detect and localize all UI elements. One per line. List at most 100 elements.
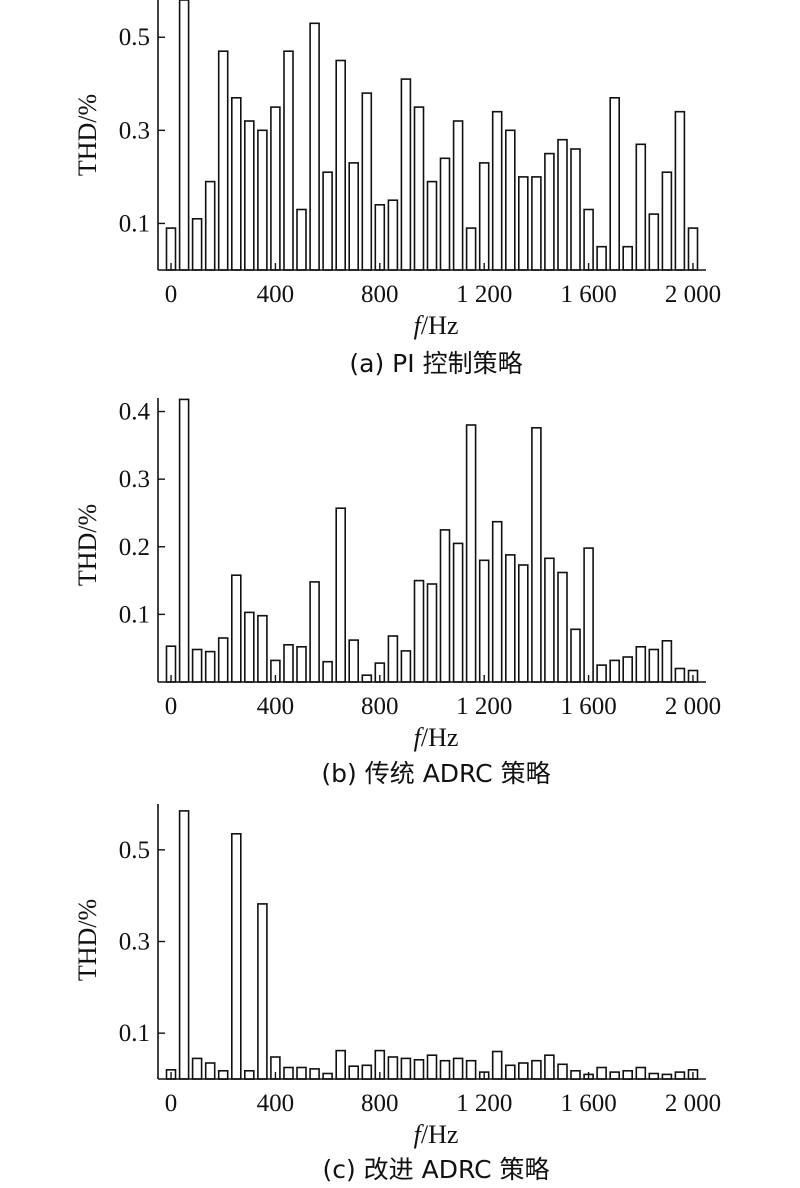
bar <box>622 245 634 271</box>
x-tick-label: 800 <box>361 693 399 720</box>
bar <box>322 660 333 683</box>
bar <box>622 1070 634 1080</box>
bar <box>570 1070 581 1080</box>
bar <box>309 581 320 683</box>
bar <box>544 152 555 271</box>
panel-caption: (a) PI 控制策略 <box>349 349 522 378</box>
bar <box>531 176 542 271</box>
bar <box>426 180 438 271</box>
bar <box>296 208 307 271</box>
bar <box>204 180 216 271</box>
bar <box>426 583 438 683</box>
x-tick-label: 400 <box>257 281 295 308</box>
x-tick-label: 400 <box>257 1090 295 1117</box>
bar <box>257 129 268 271</box>
bar <box>217 1070 229 1080</box>
bar <box>244 611 255 683</box>
bar <box>217 50 229 271</box>
bar <box>361 674 373 683</box>
bar <box>283 50 294 271</box>
bar <box>491 1050 503 1080</box>
bar <box>570 628 581 683</box>
bar <box>465 227 477 271</box>
bar <box>609 97 621 271</box>
x-axis-title-unit: /Hz <box>421 723 459 752</box>
x-tick-label: 2 000 <box>665 1090 721 1117</box>
bar <box>335 59 347 271</box>
bar <box>635 645 647 683</box>
bar <box>387 199 399 271</box>
bar <box>583 547 594 683</box>
chart-panel-2: 0.1 0.2 0.3 0.4 0 400 800 1 200 1 600 2 000 THD/% f… <box>73 398 721 788</box>
bar <box>283 1066 294 1080</box>
bar <box>361 1064 373 1080</box>
bar <box>231 574 242 683</box>
bar <box>348 1065 360 1080</box>
x-axis-title-unit: /Hz <box>421 311 459 340</box>
bar <box>465 424 477 683</box>
panel-caption: (b) 传统 ADRC 策略 <box>321 759 550 788</box>
bar <box>622 656 634 683</box>
x-tick-label: 0 <box>165 693 178 720</box>
bar <box>257 903 268 1080</box>
bar <box>661 171 673 271</box>
bar <box>609 659 621 683</box>
x-tick-label: 800 <box>361 1090 399 1117</box>
x-tick-label: 0 <box>165 1090 178 1117</box>
bar <box>231 97 242 271</box>
bar <box>648 213 660 271</box>
bar <box>400 78 412 271</box>
bar <box>178 398 190 683</box>
bar <box>283 643 294 683</box>
bar <box>557 138 568 271</box>
bar <box>335 1049 347 1080</box>
panel-caption: (c) 改进 ADRC 策略 <box>322 1155 549 1184</box>
bar <box>231 832 242 1080</box>
y-axis-title: THD/% <box>73 94 102 176</box>
x-axis-title: f/Hz <box>414 1120 459 1149</box>
bar <box>439 529 451 683</box>
bar <box>426 1054 438 1080</box>
bar <box>452 1057 464 1080</box>
bar <box>661 639 673 683</box>
bar <box>648 648 660 683</box>
bar <box>309 1068 320 1080</box>
bar <box>648 1072 660 1080</box>
bar <box>244 120 255 271</box>
bar <box>674 667 686 683</box>
bar <box>204 650 216 683</box>
bar <box>335 507 347 683</box>
bar <box>452 542 464 683</box>
bar <box>504 554 516 683</box>
chart-panel-3: 0.1 0.3 0.5 0 400 800 1 200 1 600 2 000 THD/% f/Hz… <box>73 804 721 1184</box>
bar <box>517 176 529 271</box>
bar <box>491 520 503 683</box>
bar <box>217 637 229 683</box>
bar <box>348 639 360 683</box>
bar <box>191 648 203 683</box>
bar <box>178 810 190 1080</box>
x-tick-label: 800 <box>361 281 399 308</box>
bar <box>544 1054 555 1080</box>
bar <box>504 129 516 271</box>
y-tick-label: 0.1 <box>119 210 150 237</box>
x-axis-title-symbol: f <box>414 311 425 340</box>
bar <box>674 1071 686 1080</box>
bar <box>491 110 503 271</box>
bar <box>583 208 594 271</box>
x-tick-label: 1 600 <box>560 281 616 308</box>
x-tick-label: 1 200 <box>456 281 512 308</box>
bar <box>387 1056 399 1080</box>
x-axis-title: f/Hz <box>414 723 459 752</box>
x-tick-label: 2 000 <box>665 281 721 308</box>
bar <box>244 1070 255 1080</box>
bar <box>413 579 425 683</box>
bar <box>204 1062 216 1080</box>
bar <box>609 1071 621 1080</box>
bar <box>452 120 464 271</box>
bar <box>309 22 320 271</box>
bar <box>478 559 490 683</box>
bar <box>178 0 190 271</box>
y-axis-title: THD/% <box>73 504 102 586</box>
